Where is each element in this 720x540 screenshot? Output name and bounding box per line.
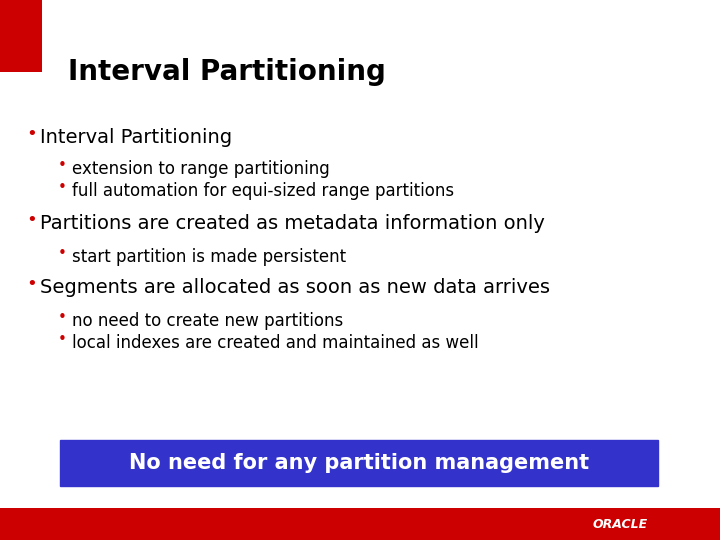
Text: •: • bbox=[58, 180, 67, 195]
Text: Partitions are created as metadata information only: Partitions are created as metadata infor… bbox=[40, 214, 545, 233]
Text: no need to create new partitions: no need to create new partitions bbox=[72, 312, 343, 330]
Text: local indexes are created and maintained as well: local indexes are created and maintained… bbox=[72, 334, 479, 352]
Text: •: • bbox=[58, 246, 67, 261]
Text: Interval Partitioning: Interval Partitioning bbox=[68, 58, 386, 86]
Text: •: • bbox=[58, 158, 67, 173]
Text: •: • bbox=[58, 332, 67, 347]
Text: •: • bbox=[26, 211, 37, 230]
Text: •: • bbox=[26, 125, 37, 143]
Text: ORACLE: ORACLE bbox=[593, 517, 648, 530]
Text: full automation for equi-sized range partitions: full automation for equi-sized range par… bbox=[72, 182, 454, 200]
Text: •: • bbox=[26, 275, 37, 293]
Text: Interval Partitioning: Interval Partitioning bbox=[40, 128, 232, 147]
Bar bbox=[60, 440, 658, 486]
Text: extension to range partitioning: extension to range partitioning bbox=[72, 160, 330, 178]
Text: Segments are allocated as soon as new data arrives: Segments are allocated as soon as new da… bbox=[40, 278, 550, 297]
Bar bbox=[0, 0, 42, 72]
Text: start partition is made persistent: start partition is made persistent bbox=[72, 248, 346, 266]
Bar bbox=[0, 508, 720, 540]
Text: No need for any partition management: No need for any partition management bbox=[129, 453, 589, 473]
Text: •: • bbox=[58, 310, 67, 325]
